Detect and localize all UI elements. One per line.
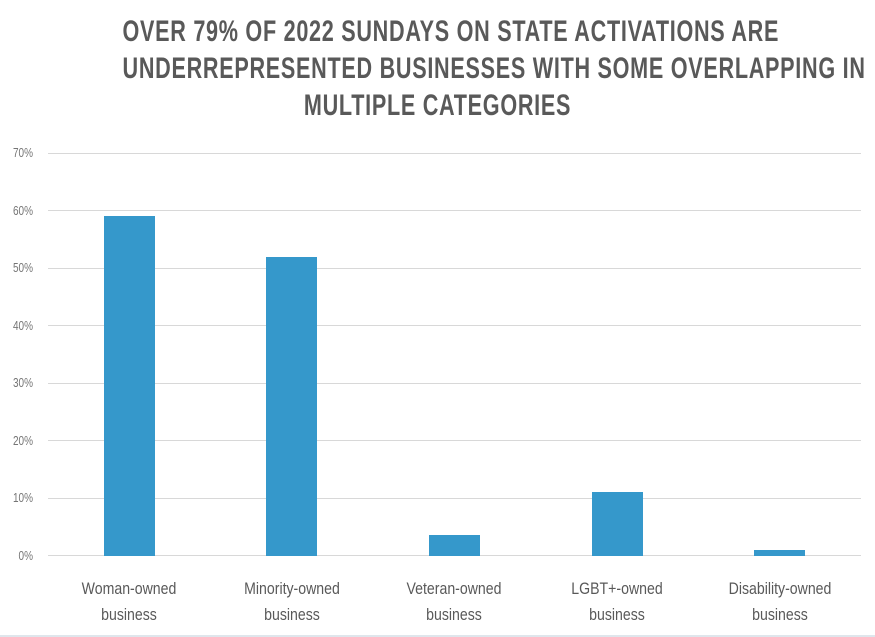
gridline-10	[48, 497, 861, 499]
bar-minority-owned-business	[266, 256, 318, 556]
bottom-border	[0, 635, 875, 637]
x-category-label-minority-owned-business: Minority-owned business	[244, 579, 340, 624]
x-category-label-wrap-lgbt-owned-business: LGBT+-owned business	[536, 576, 699, 628]
bar-disability-owned-business	[754, 549, 806, 556]
x-category-label-wrap-disability-owned-business: Disability-owned business	[698, 576, 861, 628]
y-axis-tick-label-50: 50%	[12, 261, 33, 275]
x-category-label-veteran-owned-business: Veteran-owned business	[407, 579, 502, 624]
chart-title: OVER 79% OF 2022 SUNDAYS ON STATE ACTIVA…	[0, 13, 875, 124]
x-category-label-wrap-woman-owned-business: Woman-owned business	[48, 576, 211, 628]
x-category-label-wrap-minority-owned-business: Minority-owned business	[211, 576, 374, 628]
gridline-70	[48, 152, 861, 154]
gridline-40	[48, 325, 861, 326]
x-category-label-disability-owned-business: Disability-owned business	[728, 579, 832, 624]
y-axis-tick-label-20: 20%	[12, 433, 33, 448]
x-category-label-lgbt-owned-business: LGBT+-owned business	[571, 579, 663, 624]
bar-lgbt-owned-business	[591, 492, 643, 556]
gridline-20	[48, 440, 861, 441]
y-axis-tick-label-60: 60%	[12, 203, 33, 218]
y-axis-tick-label-30: 30%	[12, 376, 33, 390]
y-axis-tick-label-70: 70%	[12, 146, 33, 160]
y-axis-tick-label-10: 10%	[12, 491, 33, 505]
gridline-0	[48, 555, 861, 556]
y-axis-tick-label-40: 40%	[12, 318, 33, 333]
bar-woman-owned-business	[103, 216, 155, 556]
x-category-label-woman-owned-business: Woman-owned business	[81, 579, 177, 624]
gridline-30	[48, 382, 861, 384]
x-category-label-wrap-veteran-owned-business: Veteran-owned business	[373, 576, 536, 628]
y-axis-tick-label-0: 0%	[18, 548, 33, 563]
chart-title-line-3: MULTIPLE CATEGORIES	[303, 89, 572, 122]
chart-title-line-2: UNDERREPRESENTED BUSINESSES WITH SOME OV…	[122, 52, 866, 85]
bar-veteran-owned-business	[429, 535, 480, 556]
gridline-50	[48, 267, 861, 269]
gridline-60	[48, 210, 861, 211]
chart-title-line-1: OVER 79% OF 2022 SUNDAYS ON STATE ACTIVA…	[122, 15, 780, 48]
